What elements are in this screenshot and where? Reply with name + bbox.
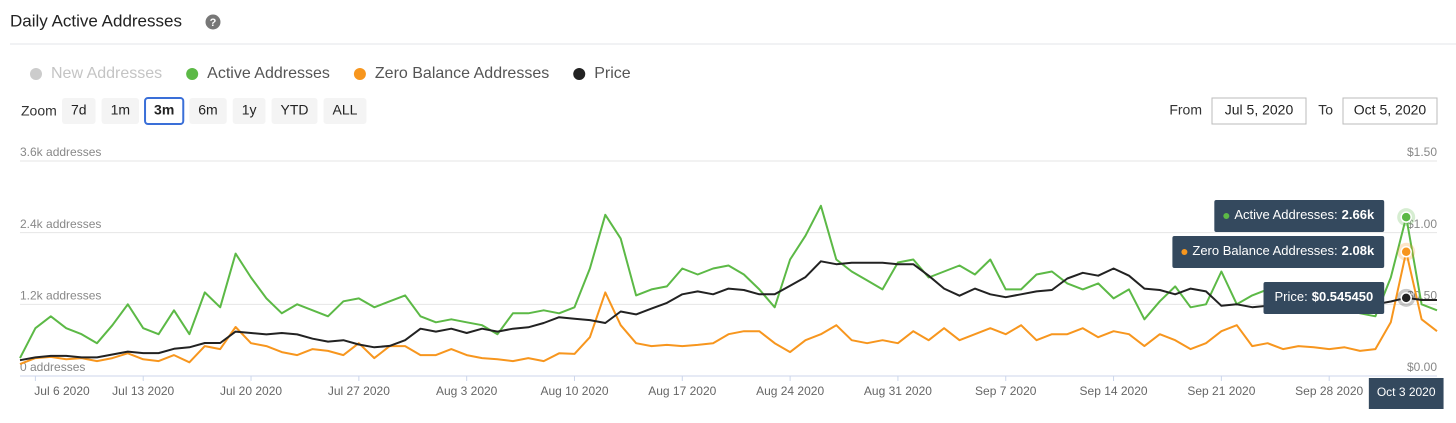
x-tick-label: Aug 3 2020: [436, 384, 498, 398]
y-tick-label: 2.4k addresses: [20, 217, 101, 231]
date-input[interactable]: [1342, 97, 1438, 125]
zoom-button[interactable]: 1y: [232, 98, 266, 124]
hover-point: [1400, 246, 1412, 258]
tooltip-dot: [1181, 249, 1188, 255]
zoom-button[interactable]: 7d: [62, 98, 96, 124]
x-tick-label: Aug 17 2020: [648, 384, 716, 398]
zoom-button-label[interactable]: YTD: [281, 102, 309, 118]
tooltip-label: Price:: [1275, 289, 1308, 304]
tooltip: Active Addresses: 2.66k: [1214, 200, 1385, 232]
legend-marker[interactable]: [353, 68, 366, 80]
x-tick-label: Aug 31 2020: [864, 384, 932, 398]
zoom-button-bg[interactable]: [232, 98, 266, 124]
y-tick-label: 0 addresses: [20, 360, 85, 374]
zoom-button-label[interactable]: ALL: [333, 102, 358, 118]
tooltip-label: Zero Balance Addresses:: [1192, 243, 1337, 258]
legend-marker[interactable]: [30, 68, 42, 80]
hover-point: [1400, 211, 1412, 223]
series-line: [19, 250, 1438, 366]
tooltip-text: Zero Balance Addresses: 2.08k: [1192, 243, 1375, 258]
tooltip-value: $0.545450: [1312, 289, 1373, 304]
zoom-button[interactable]: 1m: [101, 98, 140, 124]
zoom-button-bg[interactable]: [101, 98, 140, 124]
zoom-button[interactable]: ALL: [323, 98, 367, 124]
zoom-button-label[interactable]: 7d: [71, 102, 87, 118]
date-tooltip: Oct 3 2020: [1368, 378, 1444, 409]
x-tick-label: Jul 20 2020: [220, 384, 282, 398]
zoom-button[interactable]: 3m: [144, 97, 185, 125]
hover-point: [1400, 292, 1412, 304]
legend-label[interactable]: Active Addresses: [207, 65, 330, 82]
date-input[interactable]: [1211, 97, 1307, 125]
y-tick-label: 3.6k addresses: [20, 145, 101, 159]
y2-tick-label: $1.00: [1407, 217, 1437, 231]
tooltip-value: 2.08k: [1342, 243, 1375, 258]
zoom-button[interactable]: YTD: [271, 98, 318, 124]
tooltip-bg: [1172, 236, 1385, 268]
x-tick-label: Sep 7 2020: [975, 384, 1037, 398]
date-tooltip-text: Oct 3 2020: [1377, 385, 1436, 399]
date-input-text[interactable]: Jul 5, 2020: [1225, 102, 1294, 118]
x-tick-label: Jul 27 2020: [328, 384, 390, 398]
tooltip-label: Active Addresses:: [1234, 207, 1337, 222]
y-tick-label: 1.2k addresses: [20, 289, 101, 303]
legend-marker[interactable]: [573, 68, 586, 80]
date-label: To: [1318, 102, 1333, 118]
date-label: From: [1169, 102, 1202, 118]
x-tick-label: Sep 21 2020: [1187, 384, 1255, 398]
help-icon[interactable]: [205, 14, 221, 30]
series-line: [19, 260, 1437, 362]
zoom-button-label[interactable]: 6m: [198, 102, 217, 118]
date-input-text[interactable]: Oct 5, 2020: [1354, 102, 1427, 118]
date-tooltip-bg: [1368, 378, 1444, 409]
help-icon-text[interactable]: ?: [210, 17, 217, 29]
tooltip-value: 2.66k: [1342, 207, 1375, 222]
tooltip: Zero Balance Addresses: 2.08k: [1172, 236, 1385, 268]
zoom-button-label[interactable]: 1y: [242, 102, 257, 118]
y2-tick-label: $1.50: [1407, 145, 1437, 159]
zoom-button-label[interactable]: 3m: [154, 102, 174, 118]
zoom-button-bg[interactable]: [271, 98, 318, 124]
zoom-label: Zoom: [21, 103, 57, 119]
x-tick-label: Aug 10 2020: [540, 384, 608, 398]
x-tick-label: Aug 24 2020: [756, 384, 824, 398]
zoom-button[interactable]: 6m: [189, 98, 227, 124]
zoom-button-bg[interactable]: [62, 98, 96, 124]
legend-marker[interactable]: [186, 68, 199, 80]
tooltip-dot: [1223, 213, 1230, 219]
series-line: [19, 204, 1438, 359]
legend-label[interactable]: Zero Balance Addresses: [375, 65, 549, 82]
x-tick-label: Sep 28 2020: [1295, 384, 1363, 398]
zoom-button-bg[interactable]: [144, 97, 185, 125]
zoom-button-label[interactable]: 1m: [111, 102, 130, 118]
y2-tick-label: $0.00: [1407, 360, 1437, 374]
tooltip-text: Price: $0.545450: [1275, 289, 1374, 304]
title: Daily Active Addresses: [10, 11, 182, 30]
x-tick-label: Sep 14 2020: [1080, 384, 1148, 398]
x-tick-label: Jul 6 2020: [34, 384, 90, 398]
tooltip-bg: [1214, 200, 1385, 232]
zoom-button-bg[interactable]: [323, 98, 367, 124]
tooltip-text: Active Addresses: 2.66k: [1234, 207, 1375, 222]
legend-label[interactable]: Price: [594, 65, 631, 82]
tooltip: Price: $0.545450: [1263, 282, 1385, 314]
legend-label[interactable]: New Addresses: [51, 65, 162, 82]
zoom-button-bg[interactable]: [189, 98, 227, 124]
tooltip-bg: [1263, 282, 1385, 314]
x-tick-label: Jul 13 2020: [112, 384, 174, 398]
